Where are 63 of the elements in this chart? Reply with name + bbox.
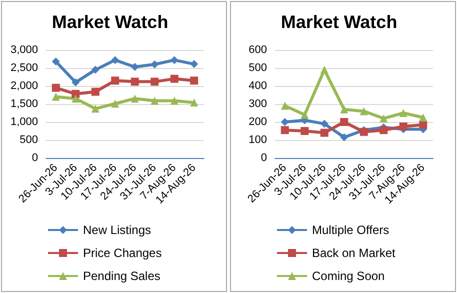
point (170, 74, 178, 83)
point (91, 104, 100, 113)
point (300, 110, 309, 119)
point (130, 94, 139, 103)
point (280, 118, 289, 126)
y-tick-label: 3,000 (10, 44, 38, 56)
point (340, 118, 348, 126)
point (399, 122, 408, 130)
chart-title: Market Watch (280, 12, 398, 32)
point (150, 60, 159, 68)
point (52, 58, 60, 66)
point (190, 76, 198, 85)
point (91, 88, 100, 96)
point (340, 105, 348, 114)
point (300, 127, 309, 135)
point (320, 120, 328, 128)
point (130, 62, 139, 71)
y-tick-label: 300 (248, 98, 267, 110)
point (190, 98, 198, 107)
y-tick-label: 1,500 (10, 98, 38, 110)
point (360, 107, 368, 116)
point (150, 78, 159, 86)
y-tick-label: 2,500 (10, 62, 38, 74)
point (111, 76, 120, 85)
point (130, 78, 139, 86)
y-tick-label: 200 (248, 116, 267, 128)
point (380, 114, 388, 122)
point (320, 128, 328, 137)
point (52, 84, 60, 92)
y-tick-label: 2,000 (10, 80, 38, 92)
legend-label: Pending Sales (83, 269, 160, 283)
point (111, 100, 120, 108)
legend-label: Price Changes (83, 246, 162, 260)
legend-label: New Listings (83, 223, 152, 237)
chart-title: Market Watch (52, 12, 168, 32)
y-tick-label: 600 (248, 44, 267, 56)
point (91, 66, 100, 74)
point (340, 133, 348, 142)
point (72, 90, 80, 98)
point (280, 126, 289, 134)
y-tick-label: 0 (32, 152, 38, 164)
legend-label: Multiple Offers (312, 223, 390, 237)
point (419, 114, 428, 122)
point (190, 60, 198, 68)
point (170, 56, 178, 64)
point (380, 126, 388, 134)
y-tick-label: 1,000 (10, 116, 38, 128)
y-tick-label: 500 (248, 62, 267, 74)
y-tick-label: 400 (248, 80, 267, 92)
y-tick-label: 100 (248, 134, 267, 146)
point (399, 109, 408, 117)
point (280, 102, 289, 110)
point (72, 94, 80, 103)
point (52, 92, 60, 101)
legend-label: Coming Soon (312, 269, 385, 283)
point (170, 96, 178, 105)
y-tick-label: 0 (260, 152, 267, 164)
point (150, 96, 159, 105)
legend-label: Back on Market (312, 246, 396, 260)
point (320, 66, 328, 74)
point (72, 78, 80, 86)
point (111, 56, 120, 64)
y-tick-label: 500 (20, 134, 38, 146)
